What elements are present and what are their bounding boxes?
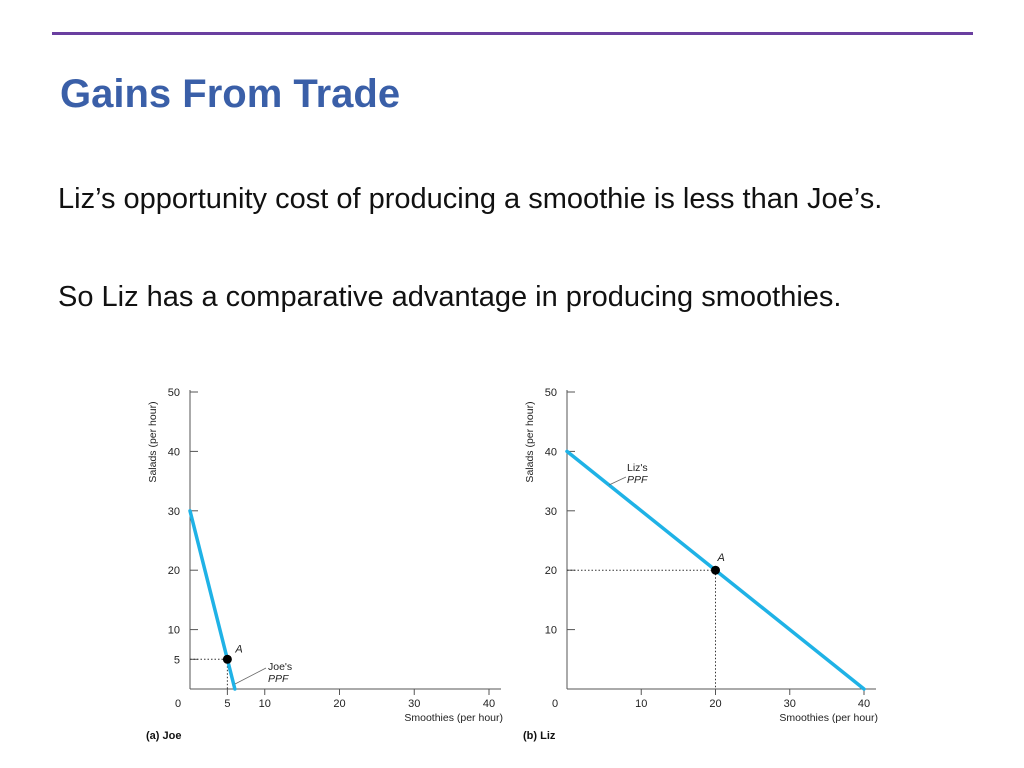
- slide-title: Gains From Trade: [60, 72, 401, 116]
- liz-y-tick-label: 40: [545, 446, 557, 458]
- joe-y-axis-title: Salads (per hour): [147, 401, 159, 482]
- joe-y-tick-label: 10: [168, 625, 180, 637]
- top-rule: [52, 32, 973, 35]
- joe-y-tick-label: 50: [168, 387, 180, 399]
- liz-y-tick-label: 20: [545, 565, 557, 577]
- joe-y-tick-label: 5: [174, 654, 180, 666]
- liz-x-tick-label: 10: [635, 698, 647, 710]
- joe-x-tick-label: 40: [483, 698, 495, 710]
- joe-ppf-label-name: Joe's: [268, 661, 292, 673]
- liz-x-tick-label: 40: [858, 698, 870, 710]
- liz-x-tick-label: 30: [784, 698, 796, 710]
- joe-ppf-chart: 5 10 20 30 40 50 0 5 10 20 30 40 Smoothies (per hour…: [146, 387, 503, 742]
- liz-panel-label: (b) Liz: [523, 730, 556, 742]
- liz-x-tick-label: 20: [709, 698, 721, 710]
- liz-y-tick-label: 10: [545, 625, 557, 637]
- joe-y-tick-label: 30: [168, 506, 180, 518]
- joe-point-a-label: A: [234, 643, 242, 655]
- liz-y-axis-title: Salads (per hour): [524, 401, 536, 482]
- joe-y-tick-label: 20: [168, 565, 180, 577]
- liz-x-tick-label: 0: [552, 698, 558, 710]
- joe-x-axis-title: Smoothies (per hour): [404, 712, 503, 724]
- joe-x-tick-label: 20: [333, 698, 345, 710]
- joe-ppf-label-leader: [234, 667, 267, 685]
- liz-point-a: [711, 565, 720, 575]
- liz-ppf-chart: 10 20 30 40 50 0 10 20 30 40 Smoothies (per hour) S…: [523, 387, 878, 742]
- joe-x-tick-label: 5: [224, 698, 230, 710]
- joe-ppf-label-ppf: PPF: [268, 673, 289, 685]
- joe-point-a: [222, 654, 232, 664]
- liz-point-a-label: A: [717, 552, 725, 564]
- joe-panel-label: (a) Joe: [146, 730, 181, 742]
- liz-y-tick-label: 30: [545, 506, 557, 518]
- joe-y-tick-label: 40: [168, 446, 180, 458]
- liz-ppf-label-ppf: PPF: [627, 474, 648, 486]
- body-paragraph-2: So Liz has a comparative advantage in pr…: [58, 281, 842, 313]
- liz-ppf-label-leader: [608, 476, 627, 486]
- liz-x-axis-title: Smoothies (per hour): [779, 712, 878, 724]
- liz-ppf-label-name: Liz's: [627, 462, 648, 474]
- joe-x-tick-label: 10: [259, 698, 271, 710]
- liz-y-tick-label: 50: [545, 387, 557, 399]
- body-paragraph-1: Liz’s opportunity cost of producing a sm…: [58, 183, 883, 215]
- joe-x-tick-label: 30: [408, 698, 420, 710]
- joe-x-tick-label: 0: [175, 698, 181, 710]
